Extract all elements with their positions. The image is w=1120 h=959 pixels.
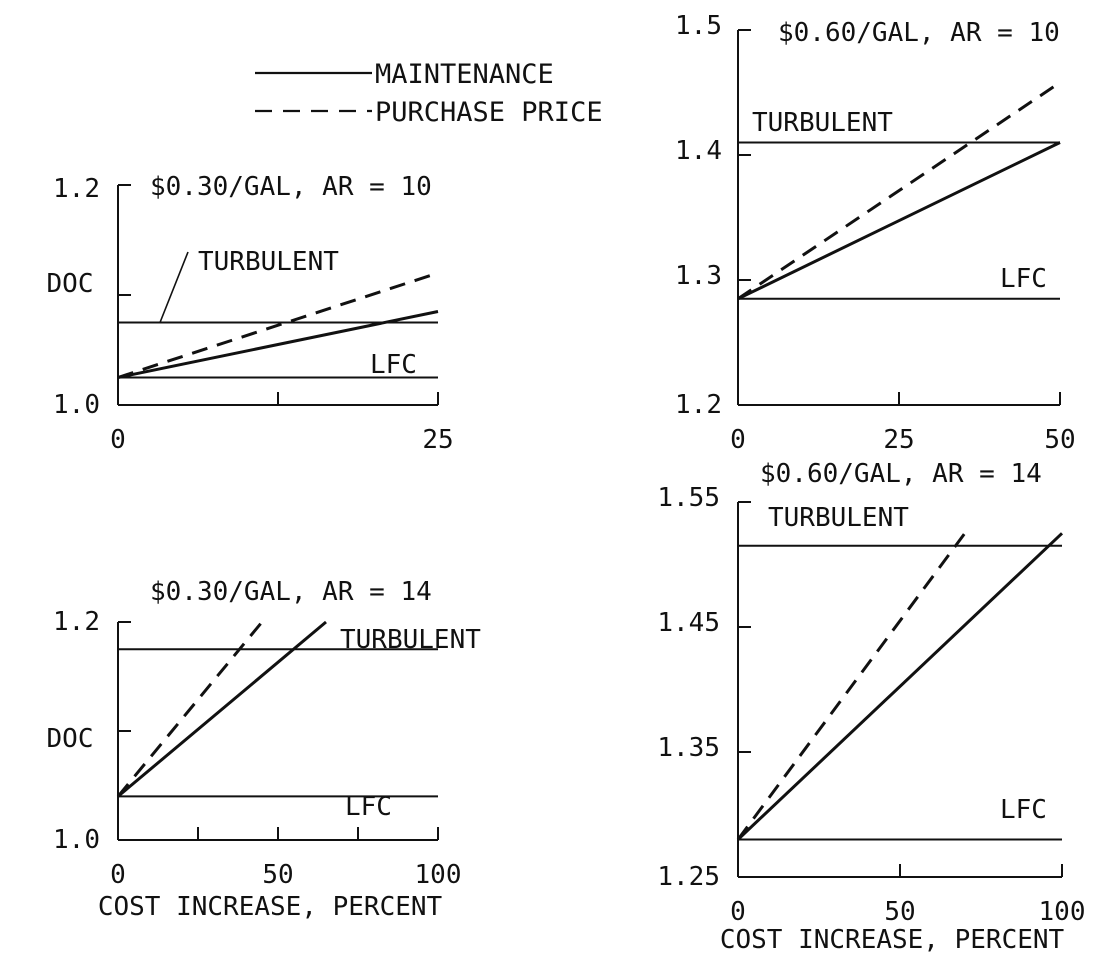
legend: MAINTENANCE PURCHASE PRICE — [255, 59, 603, 128]
chart-panel-1: 1.0 1.2 0 25 $0.30/GAL, AR = 10 DOC TURBULENT L… — [47, 172, 454, 455]
chart-title: $0.60/GAL, AR = 10 — [778, 18, 1060, 48]
chart-title: $0.30/GAL, AR = 14 — [150, 577, 432, 607]
y-tick-label: 1.55 — [657, 483, 720, 513]
reference-label-lfc: LFC — [1000, 264, 1047, 294]
y-tick-label: 1.2 — [675, 390, 722, 420]
reference-label-turbulent: TURBULENT — [752, 108, 893, 138]
series-line-purchase-price — [117, 271, 439, 379]
chart-title: $0.60/GAL, AR = 14 — [760, 459, 1042, 489]
chart-panel-4: 1.25 1.35 1.45 1.55 0 50 100 $0.60/GAL, AR = 14… — [657, 459, 1085, 955]
x-tick-label: 0 — [110, 860, 126, 890]
y-tick-label: 1.45 — [657, 608, 720, 638]
x-tick-label: 50 — [262, 860, 293, 890]
chart-panel-3: 1.0 1.2 0 50 100 $0.30/GAL, AR = 14 DOC COST IN… — [47, 577, 482, 922]
x-tick-label: 0 — [730, 897, 746, 927]
x-tick-label: 0 — [730, 425, 746, 455]
x-tick-label: 25 — [883, 425, 914, 455]
x-tick-label: 100 — [1039, 897, 1086, 927]
reference-label-lfc: LFC — [1000, 795, 1047, 825]
y-axis-label: DOC — [47, 724, 94, 754]
y-tick-label: 1.3 — [675, 261, 722, 291]
x-axis-label: COST INCREASE, PERCENT — [98, 892, 443, 922]
x-tick-label: 100 — [415, 860, 462, 890]
reference-label-turbulent: TURBULENT — [768, 503, 909, 533]
series-line-maintenance — [737, 141, 1061, 301]
reference-leader-line — [159, 251, 189, 323]
series-line-purchase-price — [737, 81, 1061, 301]
y-tick-label: 1.0 — [53, 390, 100, 420]
series-line-maintenance — [117, 310, 439, 379]
y-tick-label: 1.25 — [657, 862, 720, 892]
reference-label-turbulent: TURBULENT — [340, 625, 481, 655]
reference-label-turbulent: TURBULENT — [198, 247, 339, 277]
legend-label-maintenance: MAINTENANCE — [375, 59, 554, 90]
x-axis-label: COST INCREASE, PERCENT — [720, 925, 1065, 955]
y-tick-label: 1.2 — [53, 174, 100, 204]
legend-label-purchase-price: PURCHASE PRICE — [375, 97, 603, 128]
chart-title: $0.30/GAL, AR = 10 — [150, 172, 432, 202]
x-tick-label: 50 — [884, 897, 915, 927]
y-tick-label: 1.35 — [657, 733, 720, 763]
chart-panel-2: 1.2 1.3 1.4 1.5 0 25 50 $0.60/GAL, AR = 10 TURBU… — [675, 11, 1076, 455]
y-axis-label: DOC — [47, 269, 94, 299]
series-line-purchase-price — [736, 532, 967, 841]
y-tick-label: 1.5 — [675, 11, 722, 41]
x-tick-label: 50 — [1044, 425, 1075, 455]
series-line-maintenance — [736, 532, 1064, 841]
y-tick-label: 1.2 — [53, 607, 100, 637]
y-tick-label: 1.4 — [675, 136, 722, 166]
x-tick-label: 25 — [422, 425, 453, 455]
reference-label-lfc: LFC — [345, 792, 392, 822]
y-tick-label: 1.0 — [53, 825, 100, 855]
reference-label-lfc: LFC — [370, 350, 417, 380]
panels: 1.0 1.2 0 25 $0.30/GAL, AR = 10 DOC TURBULENT L… — [47, 11, 1086, 955]
x-tick-label: 0 — [110, 425, 126, 455]
series-line-purchase-price — [116, 621, 264, 798]
series-line-maintenance — [117, 620, 327, 798]
